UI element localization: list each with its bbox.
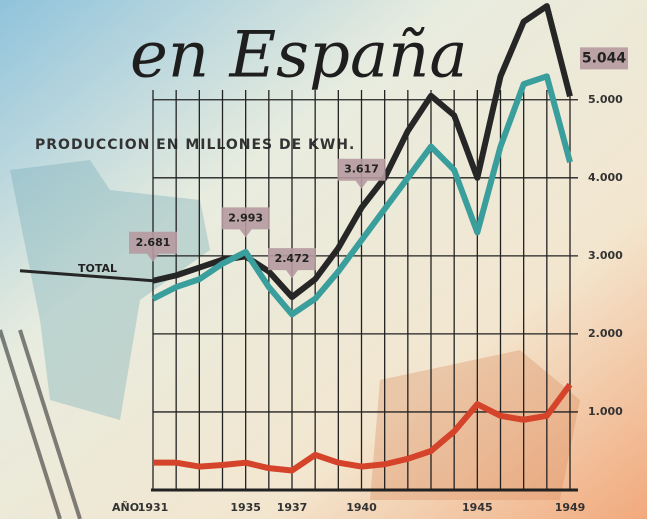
y-tick-label: 5.000 [588,93,623,106]
legend-label: TOTAL [78,262,117,275]
value-label: 2.472 [275,252,310,265]
x-tick-label: 1949 [555,501,586,514]
x-tick-label: 1931 [138,501,169,514]
y-tick-label: 2.000 [588,327,623,340]
title: en España [130,19,468,93]
value-label: 2.681 [136,236,171,249]
x-tick-label: 1940 [346,501,377,514]
value-label: 2.993 [228,211,263,224]
page: {"chart_data": {"type": "line", "title":… [0,0,647,519]
x-tick-label: 1945 [462,501,493,514]
x-axis-label: AÑO [112,501,139,514]
y-tick-label: 3.000 [588,249,623,262]
subtitle: PRODUCCION EN MILLONES DE KWH. [35,137,355,153]
x-tick-label: 1937 [277,501,308,514]
value-label: 5.044 [582,50,627,66]
value-label: 3.617 [344,163,379,176]
y-tick-label: 4.000 [588,171,623,184]
x-tick-label: 1935 [230,501,261,514]
chart: en España PRODUCCION EN MILLONES DE KWH.… [0,0,647,519]
y-tick-label: 1.000 [588,405,623,418]
